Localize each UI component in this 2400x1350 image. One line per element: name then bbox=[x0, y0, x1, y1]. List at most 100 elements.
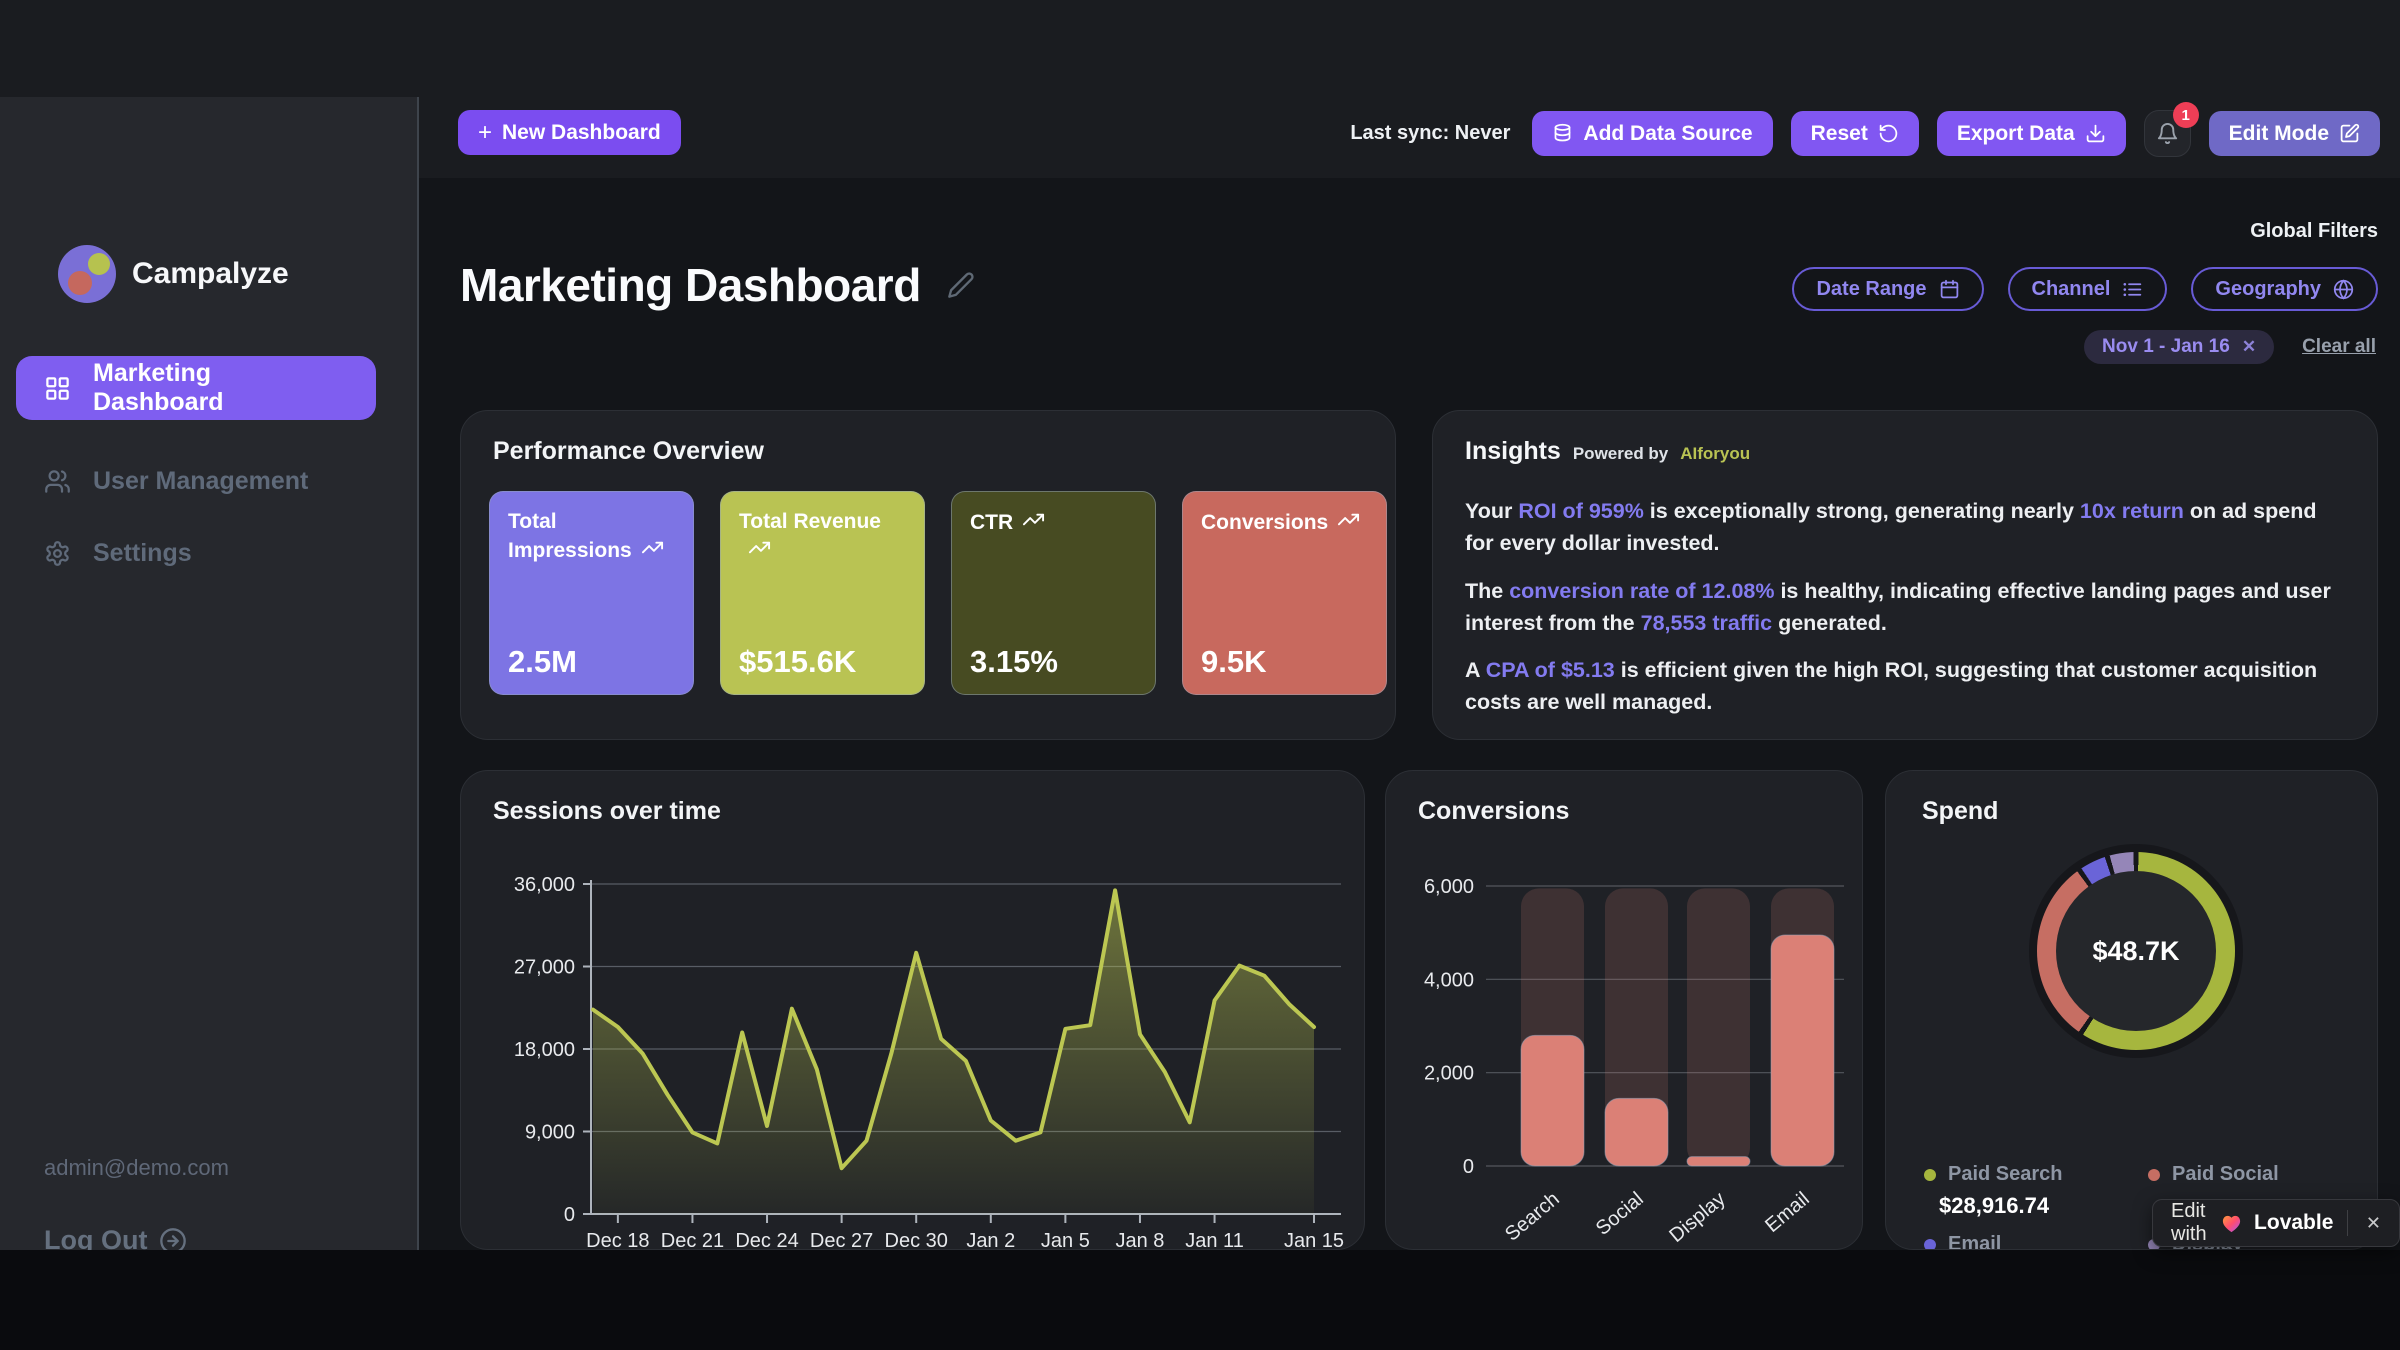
campalyze-logo-icon bbox=[58, 245, 116, 303]
performance-overview-card: Performance Overview Total Impressions 2… bbox=[460, 410, 1396, 740]
insights-title: Insights bbox=[1465, 437, 1561, 465]
sidebar-item-label: User Management bbox=[93, 466, 309, 495]
lovable-prefix: Edit with bbox=[2171, 1200, 2207, 1245]
date-range-chip[interactable]: Nov 1 - Jan 16 ✕ bbox=[2084, 330, 2275, 364]
users-icon bbox=[44, 468, 71, 495]
channel-filter-button[interactable]: Channel bbox=[2007, 267, 2168, 311]
badge-close-icon[interactable]: ✕ bbox=[2365, 1212, 2381, 1233]
insight-paragraph: The conversion rate of 12.08% is healthy… bbox=[1465, 578, 2331, 635]
sessions-chart-title: Sessions over time bbox=[493, 797, 721, 825]
svg-text:0: 0 bbox=[1463, 1156, 1474, 1178]
svg-text:Jan 8: Jan 8 bbox=[1115, 1230, 1164, 1250]
spend-chart-title: Spend bbox=[1922, 797, 1999, 825]
clear-all-link[interactable]: Clear all bbox=[2302, 336, 2376, 357]
plus-icon: + bbox=[478, 118, 493, 146]
legend-item: Email bbox=[1924, 1233, 2001, 1249]
svg-text:Dec 30: Dec 30 bbox=[885, 1230, 948, 1250]
sidebar-item-marketing-dashboard[interactable]: Marketing Dashboard bbox=[16, 356, 376, 420]
reset-label: Reset bbox=[1810, 121, 1868, 145]
page-title: Marketing Dashboard bbox=[460, 258, 975, 312]
sidebar-item-settings[interactable]: Settings bbox=[16, 521, 376, 585]
kpi-label: Total Revenue bbox=[739, 510, 881, 533]
user-email: admin@demo.com bbox=[44, 1155, 229, 1180]
svg-text:Social: Social bbox=[1592, 1188, 1648, 1240]
svg-text:Jan 11: Jan 11 bbox=[1185, 1230, 1244, 1250]
spend-card: Spend $48.7K Paid Search $28,916.74 Paid S… bbox=[1885, 770, 2378, 1250]
svg-text:Email: Email bbox=[1761, 1188, 1813, 1237]
sidebar-item-user-management[interactable]: User Management bbox=[16, 449, 376, 513]
active-filters-row: Nov 1 - Jan 16 ✕ Clear all bbox=[2084, 330, 2376, 364]
kpi-ctr[interactable]: CTR 3.15% bbox=[951, 491, 1156, 695]
add-data-source-button[interactable]: Add Data Source bbox=[1532, 111, 1773, 156]
svg-text:0: 0 bbox=[564, 1204, 575, 1226]
kpi-total-impressions[interactable]: Total Impressions 2.5M bbox=[489, 491, 694, 695]
kpi-label: Total Impressions bbox=[508, 510, 632, 563]
trending-up-icon bbox=[1337, 508, 1360, 539]
reset-button[interactable]: Reset bbox=[1790, 111, 1919, 156]
sessions-line-chart[interactable]: 0 9,000 18,000 27,000 36,000 Dec 18 Dec 21 Dec … bbox=[461, 771, 1365, 1250]
global-filters-label: Global Filters bbox=[2250, 220, 2378, 242]
svg-text:Jan 15: Jan 15 bbox=[1284, 1230, 1344, 1250]
topbar-actions: Last sync: Never Add Data Source Reset E… bbox=[1350, 102, 2380, 157]
channel-label: Channel bbox=[2031, 277, 2111, 300]
chip-label: Nov 1 - Jan 16 bbox=[2102, 336, 2230, 357]
gear-icon bbox=[44, 540, 71, 567]
rotate-ccw-icon bbox=[1878, 123, 1899, 144]
donut-hole: $48.7K bbox=[2056, 871, 2216, 1031]
kpi-conversions[interactable]: Conversions 9.5K bbox=[1182, 491, 1387, 695]
edit-mode-button[interactable]: Edit Mode bbox=[2208, 111, 2380, 156]
spend-donut-chart[interactable]: $48.7K bbox=[2029, 844, 2243, 1058]
calendar-icon bbox=[1939, 279, 1960, 300]
badge-divider bbox=[2347, 1210, 2348, 1236]
insights-powered-by: Powered by bbox=[1572, 444, 1669, 463]
export-data-button[interactable]: Export Data bbox=[1936, 111, 2126, 156]
svg-text:18,000: 18,000 bbox=[514, 1039, 575, 1061]
svg-text:4,000: 4,000 bbox=[1424, 969, 1474, 991]
export-data-label: Export Data bbox=[1956, 121, 2075, 145]
svg-text:Search: Search bbox=[1501, 1188, 1564, 1246]
logo-dot-red bbox=[68, 271, 92, 295]
date-range-filter-button[interactable]: Date Range bbox=[1792, 267, 1984, 311]
legend-item: Paid Social bbox=[2148, 1163, 2279, 1186]
lovable-brand: Lovable bbox=[2254, 1211, 2334, 1234]
edit-title-pencil-icon[interactable] bbox=[947, 271, 975, 299]
edit-with-lovable-badge[interactable]: Edit with Lovable ✕ bbox=[2152, 1199, 2400, 1247]
kpi-value: 3.15% bbox=[970, 644, 1058, 679]
trending-up-icon bbox=[1022, 508, 1045, 539]
chip-close-icon[interactable]: ✕ bbox=[2241, 337, 2257, 356]
legend-item: Paid Search bbox=[1924, 1163, 2063, 1186]
conversions-card: Conversions 0 2,000 4,000 6,000 Search Social… bbox=[1385, 770, 1863, 1250]
conversions-bar-chart[interactable]: 0 2,000 4,000 6,000 Search Social Display Email bbox=[1386, 771, 1863, 1250]
kpi-row: Total Impressions 2.5M Total Revenue $51… bbox=[489, 491, 1387, 695]
notification-count-badge: 1 bbox=[2172, 102, 2199, 128]
kpi-total-revenue[interactable]: Total Revenue $515.6K bbox=[720, 491, 925, 695]
legend-label: Paid Social bbox=[2172, 1163, 2279, 1185]
sessions-over-time-card: Sessions over time 0 9,000 18,000 27,000 36,… bbox=[460, 770, 1365, 1250]
legend-label: Paid Search bbox=[1948, 1163, 2063, 1185]
svg-text:Dec 21: Dec 21 bbox=[661, 1230, 724, 1250]
database-icon bbox=[1552, 123, 1573, 144]
edit-mode-label: Edit Mode bbox=[2228, 121, 2329, 145]
bell-icon bbox=[2156, 122, 2179, 145]
kpi-label: CTR bbox=[970, 511, 1014, 535]
donut-center-value: $48.7K bbox=[2092, 935, 2180, 966]
svg-text:9,000: 9,000 bbox=[525, 1122, 575, 1144]
legend-dot-icon bbox=[1924, 1238, 1936, 1249]
kpi-label: Conversions bbox=[1201, 511, 1329, 535]
kpi-value: 9.5K bbox=[1201, 644, 1267, 679]
insights-header: Insights Powered by AIforyou bbox=[1465, 437, 1750, 466]
logo-dot-green bbox=[88, 253, 110, 275]
sidebar: Campalyze Marketing Dashboard User Manag… bbox=[0, 97, 419, 1255]
svg-text:Jan 2: Jan 2 bbox=[966, 1230, 1015, 1250]
notifications-button[interactable]: 1 bbox=[2143, 102, 2199, 157]
insights-provider: AIforyou bbox=[1680, 444, 1751, 463]
download-icon bbox=[2085, 123, 2106, 144]
geography-filter-button[interactable]: Geography bbox=[2191, 267, 2378, 311]
globe-icon bbox=[2333, 278, 2354, 300]
new-dashboard-button[interactable]: + New Dashboard bbox=[458, 110, 681, 155]
kpi-value: 2.5M bbox=[508, 644, 577, 679]
legend-value: $28,916.74 bbox=[1939, 1193, 2050, 1218]
svg-text:Display: Display bbox=[1665, 1188, 1729, 1247]
date-range-label: Date Range bbox=[1816, 277, 1927, 300]
